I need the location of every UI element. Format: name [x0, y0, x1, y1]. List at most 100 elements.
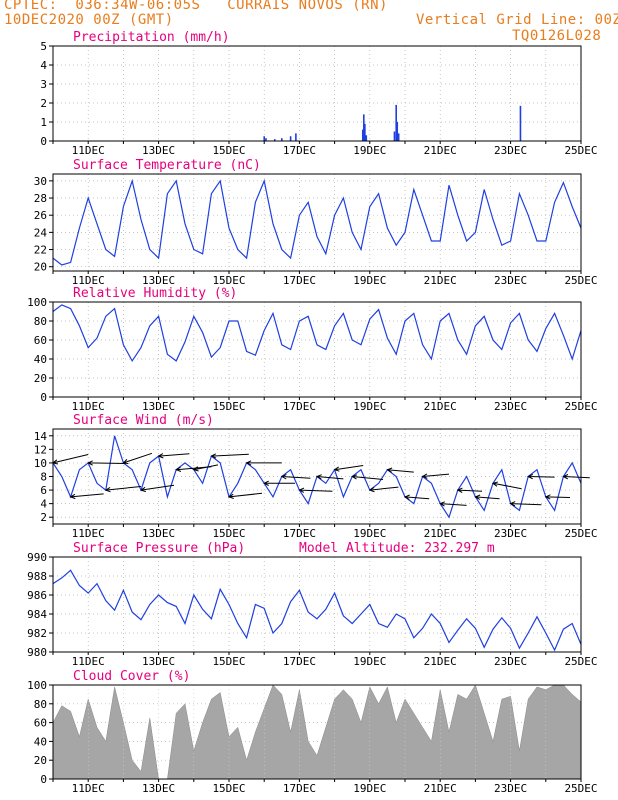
wind-arrow — [104, 486, 142, 493]
y-tick-label: 100 — [27, 679, 47, 692]
wind-arrow — [403, 494, 430, 500]
y-tick-label: 3 — [40, 78, 47, 91]
panel-2 — [49, 301, 582, 400]
cloud-cover-area — [52, 684, 582, 780]
x-tick-label: 21DEC — [424, 400, 457, 413]
y-tick-label: 982 — [27, 627, 47, 640]
panel-1 — [49, 173, 582, 274]
wind-arrow — [69, 493, 104, 500]
x-tick-label: 15DEC — [212, 782, 245, 795]
x-tick-label: 23DEC — [494, 274, 527, 287]
y-tick-label: 60 — [34, 717, 47, 730]
x-tick-label: 21DEC — [424, 144, 457, 157]
y-tick-label: 0 — [40, 773, 47, 786]
x-tick-label: 17DEC — [283, 144, 316, 157]
series-line — [52, 178, 582, 266]
y-tick-label: 984 — [27, 608, 47, 621]
y-tick-label: 4 — [40, 59, 47, 72]
precip-bar — [273, 139, 276, 141]
y-tick-label: 0 — [40, 391, 47, 404]
x-tick-label: 17DEC — [283, 782, 316, 795]
wind-arrow — [474, 494, 500, 500]
x-tick-label: 19DEC — [353, 527, 386, 540]
x-tick-label: 17DEC — [283, 655, 316, 668]
wind-arrow — [315, 474, 344, 480]
x-tick-label: 25DEC — [564, 527, 597, 540]
precip-bar — [396, 122, 399, 141]
precip-bar — [361, 129, 364, 141]
x-tick-label: 23DEC — [494, 527, 527, 540]
panel-title: Cloud Cover (%) — [73, 669, 190, 684]
header-code: TQ0126L028 — [512, 28, 602, 44]
panel-frame — [52, 173, 582, 272]
x-tick-label: 11DEC — [72, 655, 105, 668]
header-title: CPTEC: 036:34W-06:05S CURRAIS NOVOS (RN) — [4, 0, 388, 13]
series-line — [52, 569, 582, 652]
y-tick-label: 4 — [40, 498, 47, 511]
panel-5 — [49, 684, 582, 782]
x-tick-label: 21DEC — [424, 527, 457, 540]
y-tick-label: 14 — [34, 430, 48, 443]
x-tick-label: 13DEC — [142, 655, 175, 668]
wind-arrow — [368, 486, 399, 493]
x-tick-label: 11DEC — [72, 274, 105, 287]
x-tick-label: 11DEC — [72, 400, 105, 413]
wind-arrow — [192, 464, 219, 472]
x-tick-label: 15DEC — [212, 527, 245, 540]
x-tick-label: 21DEC — [424, 655, 457, 668]
panel-title: Surface Pressure (hPa) — [73, 541, 245, 556]
panel-title: Surface Temperature (nC) — [73, 158, 261, 173]
y-tick-label: 40 — [34, 353, 47, 366]
precip-bar — [365, 135, 368, 141]
precip-bar — [263, 136, 265, 141]
wind-arrow — [439, 501, 467, 507]
y-tick-label: 6 — [40, 484, 47, 497]
x-tick-label: 11DEC — [72, 144, 105, 157]
y-tick-label: 80 — [34, 698, 47, 711]
wind-arrow — [210, 453, 249, 459]
wind-arrow — [386, 467, 414, 473]
x-tick-label: 11DEC — [72, 782, 105, 795]
wind-arrow — [333, 465, 364, 472]
y-tick-label: 8 — [40, 471, 47, 484]
precip-bar — [295, 133, 297, 141]
wind-arrow — [227, 492, 263, 499]
x-tick-label: 17DEC — [283, 400, 316, 413]
wind-arrow — [562, 474, 590, 480]
x-tick-label: 13DEC — [142, 527, 175, 540]
y-tick-label: 30 — [34, 175, 47, 188]
precip-bar — [363, 114, 365, 141]
wind-arrow — [263, 480, 295, 486]
x-tick-label: 23DEC — [494, 655, 527, 668]
x-tick-label: 23DEC — [494, 144, 527, 157]
x-tick-label: 25DEC — [564, 400, 597, 413]
y-tick-label: 20 — [34, 754, 47, 767]
wind-arrow — [491, 481, 522, 490]
x-tick-label: 17DEC — [283, 527, 316, 540]
x-tick-label: 23DEC — [494, 400, 527, 413]
y-tick-label: 22 — [34, 244, 47, 257]
series-line — [52, 304, 582, 363]
header-grid-note: Vertical Grid Line: 00Z — [416, 12, 618, 28]
wind-arrow — [527, 473, 555, 480]
wind-arrow — [456, 487, 483, 493]
y-tick-label: 10 — [34, 457, 47, 470]
panel-frame — [52, 45, 582, 142]
wind-arrow — [351, 474, 384, 480]
panel-title: Relative Humidity (%) — [73, 286, 237, 301]
wind-arrow — [544, 494, 571, 500]
panel-frame — [52, 556, 582, 653]
y-tick-label: 40 — [34, 735, 47, 748]
x-tick-label: 21DEC — [424, 274, 457, 287]
wind-arrow — [87, 460, 126, 466]
panel-0 — [49, 45, 582, 144]
precip-bar — [364, 123, 366, 141]
x-tick-label: 25DEC — [564, 274, 597, 287]
panel-title: Precipitation (mm/h) — [73, 30, 230, 45]
precip-bar — [397, 133, 400, 141]
x-tick-label: 17DEC — [283, 274, 316, 287]
x-tick-label: 15DEC — [212, 655, 245, 668]
y-tick-label: 990 — [27, 551, 47, 564]
y-tick-label: 26 — [34, 209, 47, 222]
